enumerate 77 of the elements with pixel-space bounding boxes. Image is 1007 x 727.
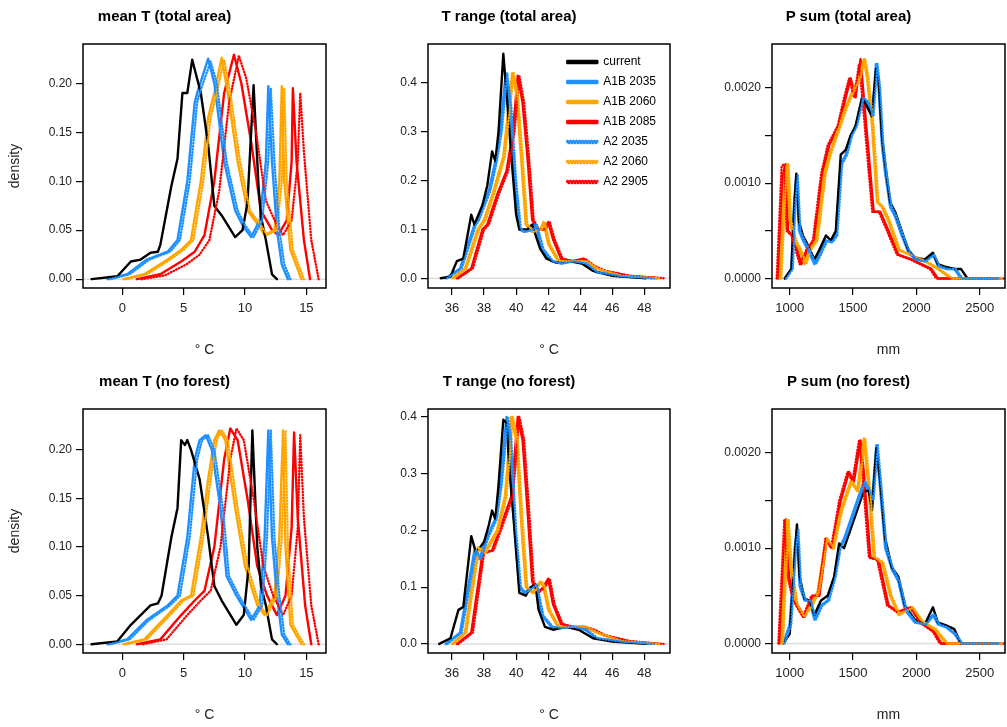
x-tick-label: 38 [476, 300, 492, 316]
chart-title: P sum (no forest) [786, 372, 911, 390]
x-tick-label: 48 [637, 665, 652, 681]
x-tick-label: 48 [637, 300, 652, 316]
y-tick-label: 0.0 [400, 636, 418, 651]
y-tick-label: 0.0010 [724, 540, 762, 555]
x-tick-label: 2000 [901, 665, 931, 681]
y-tick-label: 0.15 [48, 124, 73, 139]
x-tick-label: 2500 [965, 300, 995, 316]
y-tick-label: 0.15 [48, 490, 73, 505]
y-tick-label: 0.00 [48, 636, 73, 651]
y-tick-label: 0.05 [48, 587, 73, 602]
x-tick-label: 42 [540, 665, 556, 681]
y-tick-label: 0.10 [48, 539, 73, 554]
chart-title: T range (total area) [441, 7, 577, 25]
legend-label: A2 2060 [603, 154, 649, 169]
chart-title: P sum (total area) [785, 7, 912, 25]
chart-title: mean T (no forest) [99, 372, 230, 390]
x-tick-label: 1500 [838, 300, 868, 316]
legend-label: A2 2035 [603, 134, 649, 149]
y-tick-label: 0.4 [400, 75, 418, 90]
x-axis-title: ° C [194, 341, 215, 358]
legend-label: A1B 2060 [603, 94, 657, 109]
x-tick-label: 5 [180, 300, 188, 316]
legend-label: current [603, 54, 642, 69]
y-tick-label: 0.05 [48, 222, 73, 237]
y-tick-label: 0.4 [400, 409, 418, 424]
y-tick-label: 0.0010 [724, 175, 762, 190]
chart-title: T range (no forest) [442, 372, 576, 390]
y-tick-label: 0.0 [400, 270, 418, 285]
y-tick-label: 0.0000 [724, 270, 762, 285]
y-tick-label: 0.20 [48, 75, 73, 90]
y-tick-label: 0.0020 [724, 445, 762, 460]
x-tick-label: 5 [180, 665, 188, 681]
x-tick-label: 10 [237, 300, 253, 316]
x-tick-label: 2000 [901, 300, 931, 316]
x-tick-label: 1000 [775, 665, 805, 681]
x-tick-label: 0 [118, 665, 126, 681]
y-tick-label: 0.20 [48, 442, 73, 457]
x-tick-label: 1500 [838, 665, 868, 681]
y-tick-label: 0.10 [48, 173, 73, 188]
x-axis-title: ° C [539, 341, 559, 358]
x-tick-label: 36 [444, 665, 460, 681]
x-tick-label: 42 [540, 300, 556, 316]
x-axis-title: mm [876, 706, 901, 723]
y-tick-label: 0.3 [400, 466, 418, 480]
x-tick-label: 0 [118, 300, 126, 316]
y-tick-label: 0.2 [400, 172, 418, 187]
chart-title: mean T (total area) [97, 7, 232, 25]
x-tick-label: 2500 [965, 665, 995, 681]
y-axis-title: density [6, 508, 23, 554]
x-tick-label: 44 [573, 665, 588, 681]
x-tick-label: 1000 [775, 300, 805, 316]
y-tick-label: 0.00 [48, 271, 73, 286]
x-tick-label: 15 [299, 665, 314, 681]
x-axis-title: ° C [539, 706, 559, 723]
x-tick-label: 40 [508, 665, 524, 681]
y-tick-label: 0.1 [400, 579, 418, 594]
x-tick-label: 38 [476, 665, 492, 681]
y-tick-label: 0.0020 [724, 80, 762, 95]
y-axis-title: density [6, 143, 23, 189]
legend-label: A1B 2035 [603, 74, 657, 89]
y-tick-label: 0.0000 [724, 635, 762, 650]
x-tick-label: 46 [605, 300, 620, 316]
x-axis-title: ° C [194, 706, 215, 723]
x-axis-title: mm [876, 341, 901, 358]
x-tick-label: 40 [508, 300, 524, 316]
y-tick-label: 0.3 [400, 124, 418, 139]
x-tick-label: 15 [299, 300, 314, 316]
y-tick-label: 0.1 [400, 221, 418, 236]
x-tick-label: 44 [573, 300, 588, 316]
x-tick-label: 46 [605, 665, 620, 681]
legend-label: A2 2905 [603, 174, 649, 189]
legend-label: A1B 2085 [603, 114, 657, 129]
x-tick-label: 10 [237, 665, 253, 681]
y-tick-label: 0.2 [400, 522, 418, 537]
x-tick-label: 36 [444, 300, 460, 316]
